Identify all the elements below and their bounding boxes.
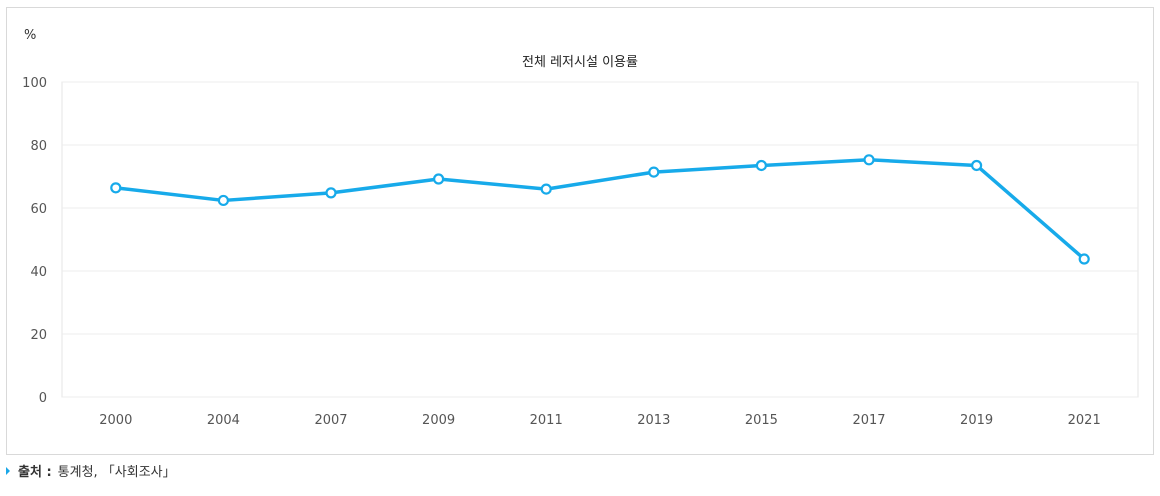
data-point[interactable] — [863, 154, 875, 166]
x-axis-ticks: 2000 2004 2007 2009 2011 2013 2015 2017 2019 2021 — [99, 413, 1100, 428]
x-tick-label: 2015 — [745, 413, 778, 428]
data-point[interactable] — [217, 194, 229, 207]
y-axis-unit-label: % — [24, 28, 37, 43]
x-tick-label: 2011 — [530, 413, 563, 428]
x-tick-label: 2021 — [1068, 413, 1101, 428]
data-point[interactable] — [325, 187, 337, 199]
x-tick-label: 2019 — [960, 413, 993, 428]
y-tick-label: 0 — [39, 391, 47, 406]
data-point[interactable] — [755, 159, 768, 172]
gridlines — [61, 81, 1139, 398]
plot-area-border — [61, 81, 1139, 398]
x-tick-label: 2000 — [99, 413, 132, 428]
x-tick-label: 2004 — [207, 413, 240, 428]
bullet-triangle-icon — [6, 466, 10, 475]
x-tick-label: 2017 — [852, 413, 885, 428]
source-label: 출처 : — [18, 465, 52, 480]
y-tick-label: 20 — [30, 328, 47, 343]
data-points — [110, 154, 1090, 265]
data-point[interactable] — [433, 173, 445, 185]
y-tick-label: 40 — [30, 265, 47, 280]
y-tick-label: 80 — [30, 139, 47, 154]
source-note: 출처 : 통계청, 「사회조사」 — [6, 461, 176, 480]
data-point[interactable] — [648, 166, 660, 178]
y-tick-label: 60 — [30, 202, 47, 217]
series-line — [114, 158, 1086, 261]
y-axis-ticks: 0 20 40 60 80 100 — [22, 76, 47, 406]
data-point[interactable] — [540, 183, 552, 195]
series-line-path — [114, 158, 1086, 261]
x-tick-label: 2009 — [422, 413, 455, 428]
data-point[interactable] — [110, 182, 122, 194]
chart-title: 전체 레저시설 이용률 — [522, 55, 638, 70]
source-text: 통계청, 「사회조사」 — [57, 465, 176, 480]
data-point[interactable] — [1078, 253, 1090, 265]
data-point[interactable] — [970, 159, 983, 172]
x-tick-label: 2007 — [314, 413, 347, 428]
y-tick-label: 100 — [22, 76, 47, 91]
x-tick-label: 2013 — [637, 413, 670, 428]
